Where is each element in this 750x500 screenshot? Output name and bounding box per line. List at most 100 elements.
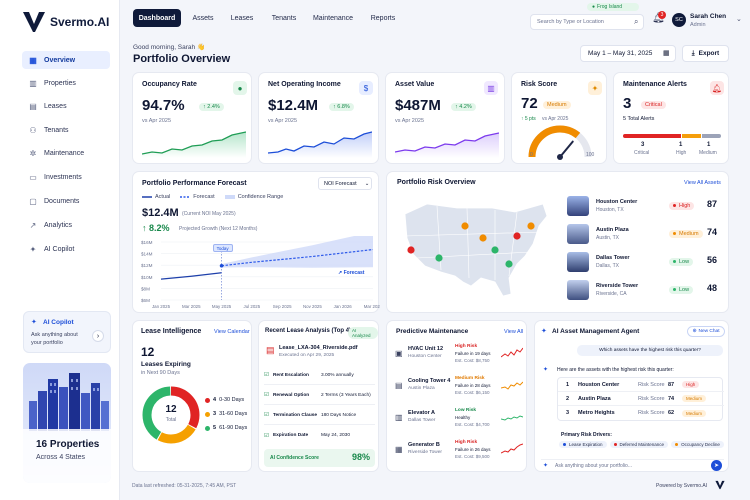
page-title: Portfolio Overview [133, 53, 231, 65]
chevron-right-icon[interactable]: › [92, 330, 104, 342]
list-item[interactable]: ▣ HVAC Unit 12 Houston Center High Risk … [393, 341, 523, 371]
map-marker-low[interactable] [435, 254, 443, 262]
analytics-icon: ↗ [29, 220, 37, 230]
list-item[interactable]: Houston Center Houston, TX High 87 [567, 194, 723, 218]
term-key: Rent Escalation [272, 372, 309, 378]
search-icon[interactable]: ⌕ [634, 17, 639, 26]
segment-count: 3 [213, 411, 217, 417]
map-marker-medium[interactable] [479, 234, 487, 242]
bell-icon[interactable]: 🔔︎ [652, 13, 665, 24]
leases-expiring-sub: in Next 90 Days [141, 370, 180, 376]
asset-value-card: Asset Value ▥ $487M ↑ 4.2% vs Apr 2025 [385, 72, 505, 164]
kpi-title: Asset Value [395, 81, 435, 88]
forecast-growth: ↑ 8.2% [142, 223, 170, 233]
list-item[interactable]: Riverside Tower Riverside, CA Low 48 [567, 278, 723, 302]
list-item[interactable]: Austin Plaza Austin, TX Medium 74 [567, 222, 723, 246]
sidebar-item-documents[interactable]: ▢ Documents [22, 192, 110, 210]
brand-logo-icon[interactable] [22, 11, 46, 33]
x-tick-label: Sep 2025 [273, 304, 292, 309]
forecast-select[interactable]: NOI Forecast ⌄ [318, 177, 372, 190]
sidebar-item-properties[interactable]: ▥ Properties [22, 74, 110, 92]
elevator-icon: ▥ [395, 413, 403, 422]
properties-promo-card[interactable]: 16 Properties Across 4 States [23, 363, 111, 483]
list-item[interactable]: ▥ Elevator A Dallas Tower Low Risk Healt… [393, 405, 523, 435]
asset-location: Dallas, TX [596, 263, 619, 269]
drivers-title: Primary Risk Drivers: [561, 432, 612, 438]
equipment-risk: Low Risk [455, 408, 477, 413]
asset-location: Riverside, CA [596, 291, 627, 297]
search-input[interactable]: Search by Type or Location ⌕ [530, 14, 644, 30]
copilot-card[interactable]: ✦ AI Copilot Ask anything about your por… [23, 311, 111, 353]
sparkle-icon: ✦ [29, 244, 37, 254]
map-marker-high[interactable] [407, 246, 415, 254]
row-score: 87 [668, 381, 675, 388]
location-badge[interactable]: ● Frog Island [587, 3, 639, 11]
us-risk-map[interactable] [397, 192, 557, 304]
export-button[interactable]: ⤓ Export [682, 45, 729, 62]
kpi-title: Net Operating Income [268, 81, 341, 88]
asset-name: Dallas Tower [596, 255, 630, 261]
tab-maintenance[interactable]: Maintenance [312, 14, 354, 22]
row-asset: Austin Plaza [578, 395, 611, 402]
map-marker-medium[interactable] [461, 222, 469, 230]
map-marker-low[interactable] [491, 246, 499, 254]
risk-level-badge: Low [669, 258, 694, 266]
lease-analysis-card: Recent Lease Analysis (Top 4) AI Analyze… [258, 320, 379, 472]
list-item[interactable]: ▦ Generator B Riverside Tower High Risk … [393, 437, 523, 467]
list-item[interactable]: ▤ Cooling Tower 4 Austin Plaza Medium Ri… [393, 373, 523, 403]
map-marker-high[interactable] [513, 232, 521, 240]
equipment-failure: Failure in 28 days [455, 383, 491, 388]
send-icon[interactable]: ➤ [711, 460, 722, 471]
y-tick-label: $6M [141, 298, 150, 303]
map-marker-medium[interactable] [527, 222, 535, 230]
avatar[interactable]: SC [672, 13, 686, 27]
powered-by: Powered by Svermo.AI [656, 483, 708, 489]
check-icon: ☑ [264, 432, 269, 439]
sidebar-item-overview[interactable]: ▦ Overview [22, 51, 110, 69]
row-label: Risk Score [638, 381, 665, 388]
view-calendar-link[interactable]: View Calendar [214, 329, 250, 335]
list-item[interactable]: Dallas Tower Dallas, TX Low 56 [567, 250, 723, 274]
promo-subtitle: Across 4 States [36, 454, 86, 461]
date-range-picker[interactable]: May 1 – May 31, 2025 ▦ [580, 45, 676, 62]
sidebar-item-ai-copilot[interactable]: ✦ AI Copilot [22, 240, 110, 258]
sidebar-item-investments[interactable]: ▭ Investments [22, 168, 110, 186]
forecast-value-note: (Current NOI May 2025) [182, 211, 236, 217]
document-icon: ▤ [29, 101, 37, 111]
chevron-down-icon[interactable]: ⌄ [736, 16, 742, 23]
view-all-maintenance-link[interactable]: View All [504, 329, 524, 335]
map-marker-low[interactable] [505, 260, 513, 268]
generator-icon: ▦ [395, 445, 403, 454]
kpi-value: $487M [395, 97, 441, 114]
maintenance-alerts-card: Maintenance Alerts 🔔︎ 3 Critical 5 Total… [613, 72, 729, 164]
sidebar-item-analytics[interactable]: ↗ Analytics [22, 216, 110, 234]
sidebar-item-leases[interactable]: ▤ Leases [22, 97, 110, 115]
tab-tenants[interactable]: Tenants [271, 14, 297, 22]
equipment-cost: Est. Cost: $9,500 [455, 454, 490, 459]
view-all-assets-link[interactable]: View All Assets [684, 180, 721, 186]
tab-assets[interactable]: Assets [192, 14, 214, 22]
cooling-tower-icon: ▤ [395, 381, 403, 390]
new-chat-button[interactable]: ⊕ New Chat [687, 326, 725, 337]
lease-file-name[interactable]: Lease_LXA-304_Riverside.pdf [279, 345, 358, 351]
kpi-delta: ↑ 5 pts [521, 116, 536, 122]
forecast-growth-value: 8.2% [149, 223, 170, 233]
sidebar-item-maintenance[interactable]: ✲ Maintenance [22, 144, 110, 162]
chat-input[interactable]: ✦ Ask anything about your portfolio... ➤ [541, 459, 724, 471]
user-question-bubble: Which assets have the highest risk this … [577, 345, 723, 356]
equipment-location: Houston Center [408, 354, 442, 359]
segment-label: 0-30 Days [219, 397, 245, 403]
agent-risk-table: 1 Houston Center Risk Score 87 High 2 Austin … [557, 377, 724, 421]
tab-leases[interactable]: Leases [230, 14, 254, 22]
export-label: Export [698, 50, 720, 57]
table-row: ☑ Rent Escalation 3.00% annually [264, 366, 375, 385]
donut-slice [142, 386, 200, 444]
tab-reports[interactable]: Reports [370, 14, 396, 22]
kpi-compare-label: vs Apr 2025 [142, 118, 172, 124]
sidebar-item-tenants[interactable]: ⚇ Tenants [22, 121, 110, 139]
y-tick-label: $16M [141, 240, 153, 245]
equipment-trend-sparkline [501, 381, 523, 390]
table-row: ☑ Renewal Option 2 Terms (3 Years Each) [264, 386, 375, 405]
tab-dashboard[interactable]: Dashboard [133, 9, 181, 27]
sparkle-icon: ✦ [543, 463, 549, 469]
